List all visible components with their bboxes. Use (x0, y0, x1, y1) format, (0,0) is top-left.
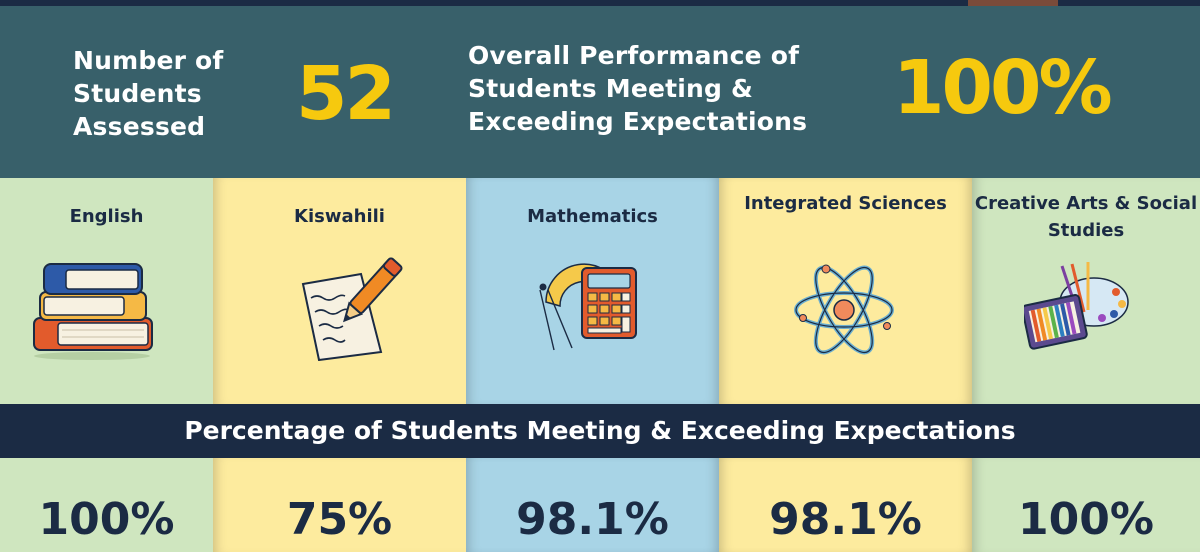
percent-cell-kiswahili: 75% (213, 458, 466, 552)
pen-paper-icon (301, 257, 403, 361)
top-strip-decoration (968, 0, 1058, 6)
subject-name: English (69, 206, 144, 227)
students-assessed-value: 52 (296, 51, 396, 137)
art-supplies-icon (1024, 262, 1129, 350)
students-assessed-label: Number of Students Assessed (73, 46, 224, 141)
subjects-row: English Kiswahili (0, 178, 1200, 404)
top-strip (0, 0, 1200, 6)
subject-card-kiswahili: Kiswahili (213, 178, 466, 404)
banner-title: Percentage of Students Meeting & Exceedi… (184, 416, 1016, 445)
percent-cell-integrated-sciences: 98.1% (719, 458, 972, 552)
percent-value: 100% (38, 494, 175, 545)
subject-card-integrated-sciences: Integrated Sciences (719, 178, 972, 404)
overall-performance-label: Overall Performance of Students Meeting … (468, 41, 808, 136)
books-icon (33, 263, 153, 360)
subject-name: Kiswahili (294, 206, 385, 227)
percent-cell-mathematics: 98.1% (466, 458, 719, 552)
atom-icon (794, 264, 894, 355)
summary-header: Number of Students Assessed 52 Overall P… (0, 6, 1200, 178)
percent-value: 98.1% (769, 494, 922, 545)
overall-performance-value: 100% (893, 45, 1113, 131)
calculator-icon (539, 263, 637, 351)
subject-card-mathematics: Mathematics (466, 178, 719, 404)
subject-name: Integrated Sciences (744, 193, 947, 214)
subject-name: Creative Arts & Social Studies (974, 193, 1198, 241)
percent-value: 98.1% (516, 494, 669, 545)
percent-cell-creative-arts: 100% (972, 458, 1200, 552)
percentages-row: 100% 75% 98.1% 98.1% 100% (0, 458, 1200, 552)
percent-value: 75% (286, 494, 393, 545)
subject-name: Mathematics (527, 206, 658, 227)
subject-card-creative-arts: Creative Arts & Social Studies (972, 178, 1200, 404)
percentage-banner: Percentage of Students Meeting & Exceedi… (0, 404, 1200, 458)
subject-card-english: English (0, 178, 213, 404)
percent-cell-english: 100% (0, 458, 213, 552)
percent-value: 100% (1018, 494, 1154, 545)
